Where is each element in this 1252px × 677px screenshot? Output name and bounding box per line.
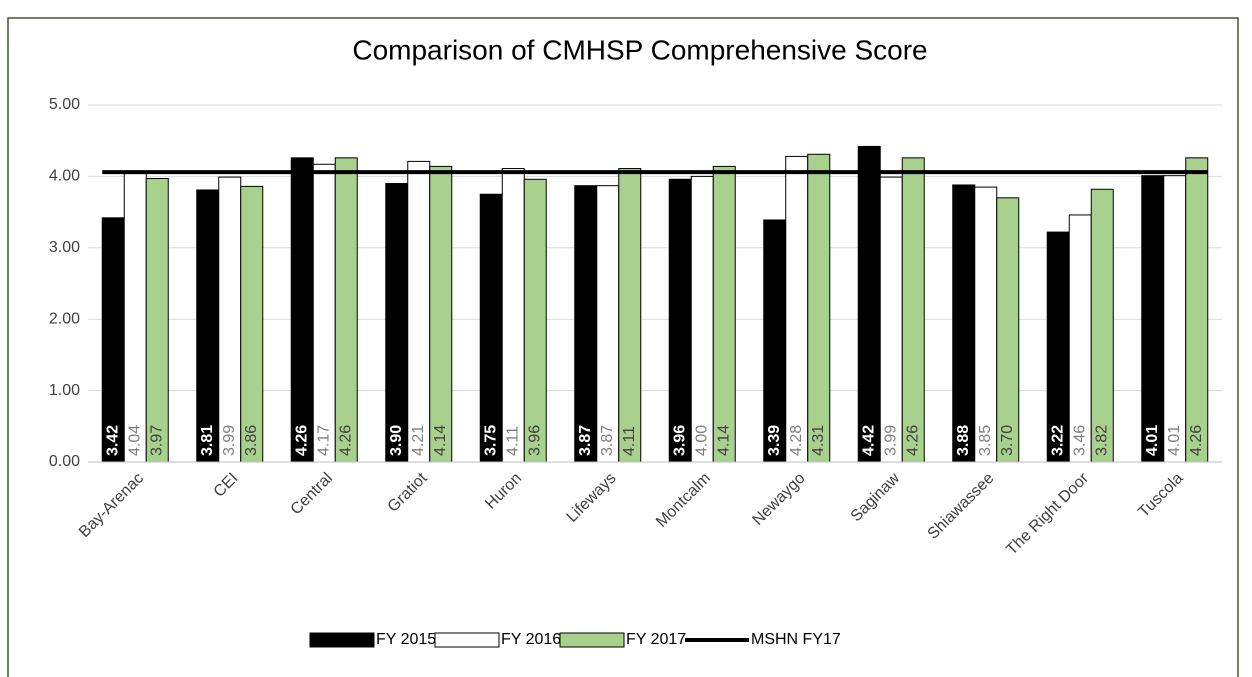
value-label: 3.75 <box>482 425 499 456</box>
bar <box>385 183 409 463</box>
value-label: 4.31 <box>810 425 827 456</box>
legend-swatch <box>434 632 500 648</box>
bar <box>690 175 714 463</box>
value-label: 3.97 <box>148 425 165 456</box>
bar <box>407 160 431 463</box>
value-label: 3.96 <box>671 425 688 456</box>
y-tick-label: 2.00 <box>49 310 80 327</box>
bar <box>785 155 809 463</box>
value-label: 4.26 <box>904 425 921 456</box>
bar <box>1141 175 1165 463</box>
bar <box>996 197 1020 463</box>
value-label: 4.21 <box>410 425 427 456</box>
bar <box>1163 175 1187 463</box>
value-label: 3.46 <box>1071 425 1088 456</box>
value-label: 4.01 <box>1166 425 1183 456</box>
bar <box>312 163 336 463</box>
value-label: 3.86 <box>243 425 260 456</box>
value-label: 3.99 <box>882 425 899 456</box>
value-label: 4.28 <box>788 425 805 456</box>
y-tick-label: 5.00 <box>49 96 80 113</box>
bar <box>1185 157 1209 463</box>
bar <box>618 168 642 463</box>
value-label: 3.88 <box>955 425 972 456</box>
legend-swatch <box>559 632 625 648</box>
value-label: 3.39 <box>766 425 783 456</box>
value-label: 4.14 <box>432 425 449 456</box>
bar <box>123 173 147 463</box>
value-label: 4.00 <box>693 425 710 456</box>
bar <box>901 157 925 463</box>
bar <box>479 193 503 463</box>
y-tick-label: 3.00 <box>49 239 80 256</box>
bar <box>429 165 453 463</box>
bar <box>218 176 242 463</box>
bar <box>290 157 314 463</box>
value-label: 4.01 <box>1144 425 1161 456</box>
value-label: 3.99 <box>221 425 238 456</box>
value-label: 3.87 <box>599 425 616 456</box>
bar <box>1090 188 1114 463</box>
bar <box>952 184 976 463</box>
chart-title: Comparison of CMHSP Comprehensive Score <box>352 34 927 65</box>
value-label: 3.96 <box>526 425 543 456</box>
value-label: 4.26 <box>1188 425 1205 456</box>
bar <box>974 186 998 463</box>
bar <box>857 145 881 463</box>
bar <box>240 185 264 463</box>
value-label: 4.17 <box>315 425 332 456</box>
bar <box>501 168 525 463</box>
value-label: 4.04 <box>126 425 143 456</box>
bar <box>145 178 169 463</box>
legend-label: FY 2016 <box>501 631 561 648</box>
value-label: 4.11 <box>621 426 638 456</box>
bar <box>574 185 598 463</box>
value-label: 4.14 <box>715 425 732 456</box>
value-label: 3.87 <box>577 425 594 456</box>
value-label: 4.42 <box>860 425 877 456</box>
value-label: 4.26 <box>337 425 354 456</box>
y-tick-label: 0.00 <box>49 453 80 470</box>
bar <box>879 176 903 463</box>
value-label: 3.22 <box>1049 425 1066 456</box>
legend-label: FY 2015 <box>376 631 436 648</box>
value-label: 3.81 <box>199 425 216 456</box>
legend-swatch <box>309 632 375 648</box>
legend-label: FY 2017 <box>626 631 686 648</box>
y-tick-label: 1.00 <box>49 382 80 399</box>
bar <box>334 157 358 463</box>
value-label: 4.11 <box>504 426 521 456</box>
value-label: 4.26 <box>293 425 310 456</box>
value-label: 3.82 <box>1093 425 1110 456</box>
bar <box>668 178 692 463</box>
bar <box>712 165 736 463</box>
value-label: 3.70 <box>999 425 1016 456</box>
bar <box>596 185 620 463</box>
y-tick-label: 4.00 <box>49 168 80 185</box>
value-label: 3.42 <box>104 425 121 456</box>
bar <box>523 178 547 463</box>
bar <box>196 189 220 463</box>
value-label: 3.90 <box>388 425 405 456</box>
bar <box>807 153 831 463</box>
legend-label: MSHN FY17 <box>751 631 841 648</box>
value-label: 3.85 <box>977 425 994 456</box>
